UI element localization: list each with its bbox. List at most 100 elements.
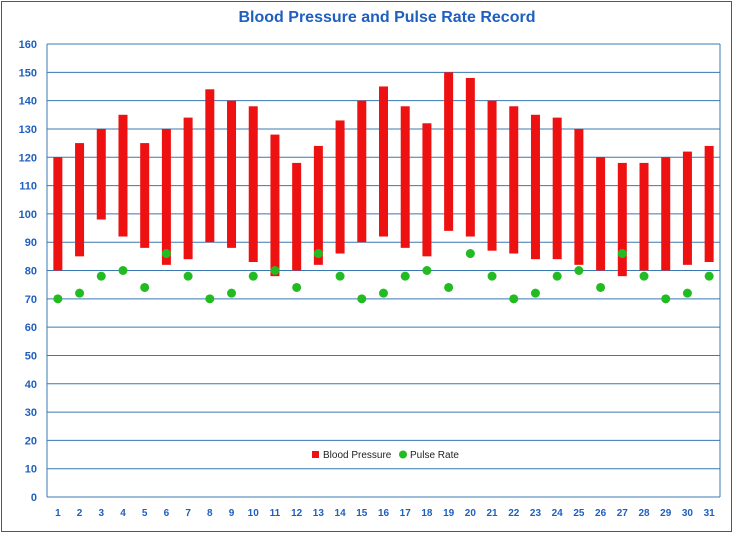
bp-bar (487, 100, 497, 251)
pulse-dot (270, 266, 280, 275)
pulse-dot (335, 271, 345, 281)
pulse-dot (509, 294, 519, 304)
bp-bar (227, 100, 237, 248)
x-tick-label: 29 (660, 508, 672, 519)
x-tick-label: 20 (465, 508, 477, 519)
pulse-dot (596, 282, 606, 292)
x-tick-label: 2 (77, 508, 83, 519)
y-tick-label: 120 (19, 152, 37, 164)
y-tick-label: 30 (25, 407, 37, 419)
x-tick-label: 22 (508, 508, 520, 519)
x-tick-labels: 1 2 3 4 5 6 7 8 9 10 11 12 13 14 15 16 17 18 19 20 21 22 23 24 2… (55, 508, 715, 519)
blood-pressure-bars (53, 72, 714, 277)
bp-bar (661, 157, 671, 271)
bp-bar (270, 134, 280, 277)
x-tick-label: 31 (704, 508, 716, 519)
bp-bar (53, 157, 63, 271)
pulse-dot (444, 282, 454, 292)
x-tick-label: 24 (552, 508, 564, 519)
x-tick-label: 27 (617, 508, 629, 519)
bp-bar (704, 145, 714, 263)
x-tick-label: 3 (98, 508, 104, 519)
pulse-dot (379, 288, 388, 298)
bp-bar (617, 162, 627, 277)
bp-bar (639, 162, 649, 271)
bp-bar (596, 157, 606, 271)
pulse-dot (574, 266, 584, 275)
bp-bar (161, 128, 171, 265)
bp-bar (205, 89, 215, 243)
x-tick-label: 12 (291, 508, 303, 519)
x-tick-label: 7 (185, 508, 191, 519)
bp-bar (313, 145, 323, 265)
x-tick-label: 28 (638, 508, 650, 519)
y-tick-label: 110 (19, 181, 37, 193)
y-tick-label: 130 (19, 124, 37, 136)
pulse-dot (227, 288, 237, 298)
y-tick-label: 70 (25, 294, 37, 306)
x-tick-label: 30 (682, 508, 694, 519)
pulse-dot (140, 282, 150, 292)
pulse-dot (422, 266, 432, 275)
x-tick-label: 18 (421, 508, 433, 519)
pulse-dot (118, 266, 128, 275)
x-tick-label: 10 (248, 508, 260, 519)
x-tick-label: 26 (595, 508, 607, 519)
bp-bar (96, 128, 106, 220)
legend-label-pulse-rate: Pulse Rate (410, 450, 459, 461)
bp-bar (465, 77, 475, 237)
x-tick-label: 16 (378, 508, 390, 519)
bp-bar (552, 117, 562, 260)
bp-bar (444, 72, 454, 231)
bp-bar (682, 151, 692, 265)
bp-bar (292, 162, 302, 271)
pulse-dot (487, 271, 497, 281)
pulse-dot (357, 294, 367, 304)
pulse-dot (639, 271, 649, 281)
y-tick-label: 20 (25, 435, 37, 447)
y-tick-label: 50 (25, 350, 37, 362)
pulse-dot (248, 271, 258, 281)
x-tick-label: 15 (356, 508, 368, 519)
y-tick-label: 40 (25, 379, 37, 391)
x-tick-label: 19 (443, 508, 455, 519)
y-tick-label: 140 (19, 96, 37, 108)
bp-bar (379, 86, 388, 237)
bp-bar (75, 143, 85, 257)
legend-swatch-pulse-rate (399, 450, 407, 459)
x-tick-label: 4 (120, 508, 126, 519)
bp-bar (422, 123, 432, 257)
pulse-dot (183, 271, 193, 281)
x-tick-label: 25 (573, 508, 585, 519)
y-tick-label: 10 (25, 464, 37, 476)
legend-swatch-blood-pressure (312, 451, 319, 458)
pulse-dot (661, 294, 671, 304)
bp-bar (574, 128, 584, 265)
pulse-dot (465, 249, 475, 259)
x-tick-label: 1 (55, 508, 61, 519)
x-tick-label: 8 (207, 508, 213, 519)
bp-bar (530, 114, 540, 260)
bp-bar (183, 117, 193, 260)
bp-bar (140, 143, 150, 248)
pulse-dot (161, 249, 171, 259)
pulse-dot (617, 249, 627, 259)
y-tick-label: 0 (31, 492, 37, 504)
x-tick-label: 14 (335, 508, 347, 519)
pulse-dot (75, 288, 85, 298)
y-tick-label: 80 (25, 266, 37, 278)
pulse-dot (292, 282, 302, 292)
x-tick-label: 23 (530, 508, 542, 519)
pulse-dot (205, 294, 215, 304)
pulse-dot (682, 288, 692, 298)
pulse-dot (53, 294, 63, 304)
legend-label-blood-pressure: Blood Pressure (323, 450, 392, 461)
pulse-dot (552, 271, 562, 281)
y-tick-label: 90 (25, 237, 37, 249)
y-tick-labels: 0 10 20 30 40 50 60 70 80 90 100 110 120 130 140 150 160 (19, 39, 37, 504)
pulse-dot (96, 271, 106, 281)
x-tick-label: 21 (486, 508, 498, 519)
pulse-dot (704, 271, 714, 281)
x-tick-label: 13 (313, 508, 325, 519)
